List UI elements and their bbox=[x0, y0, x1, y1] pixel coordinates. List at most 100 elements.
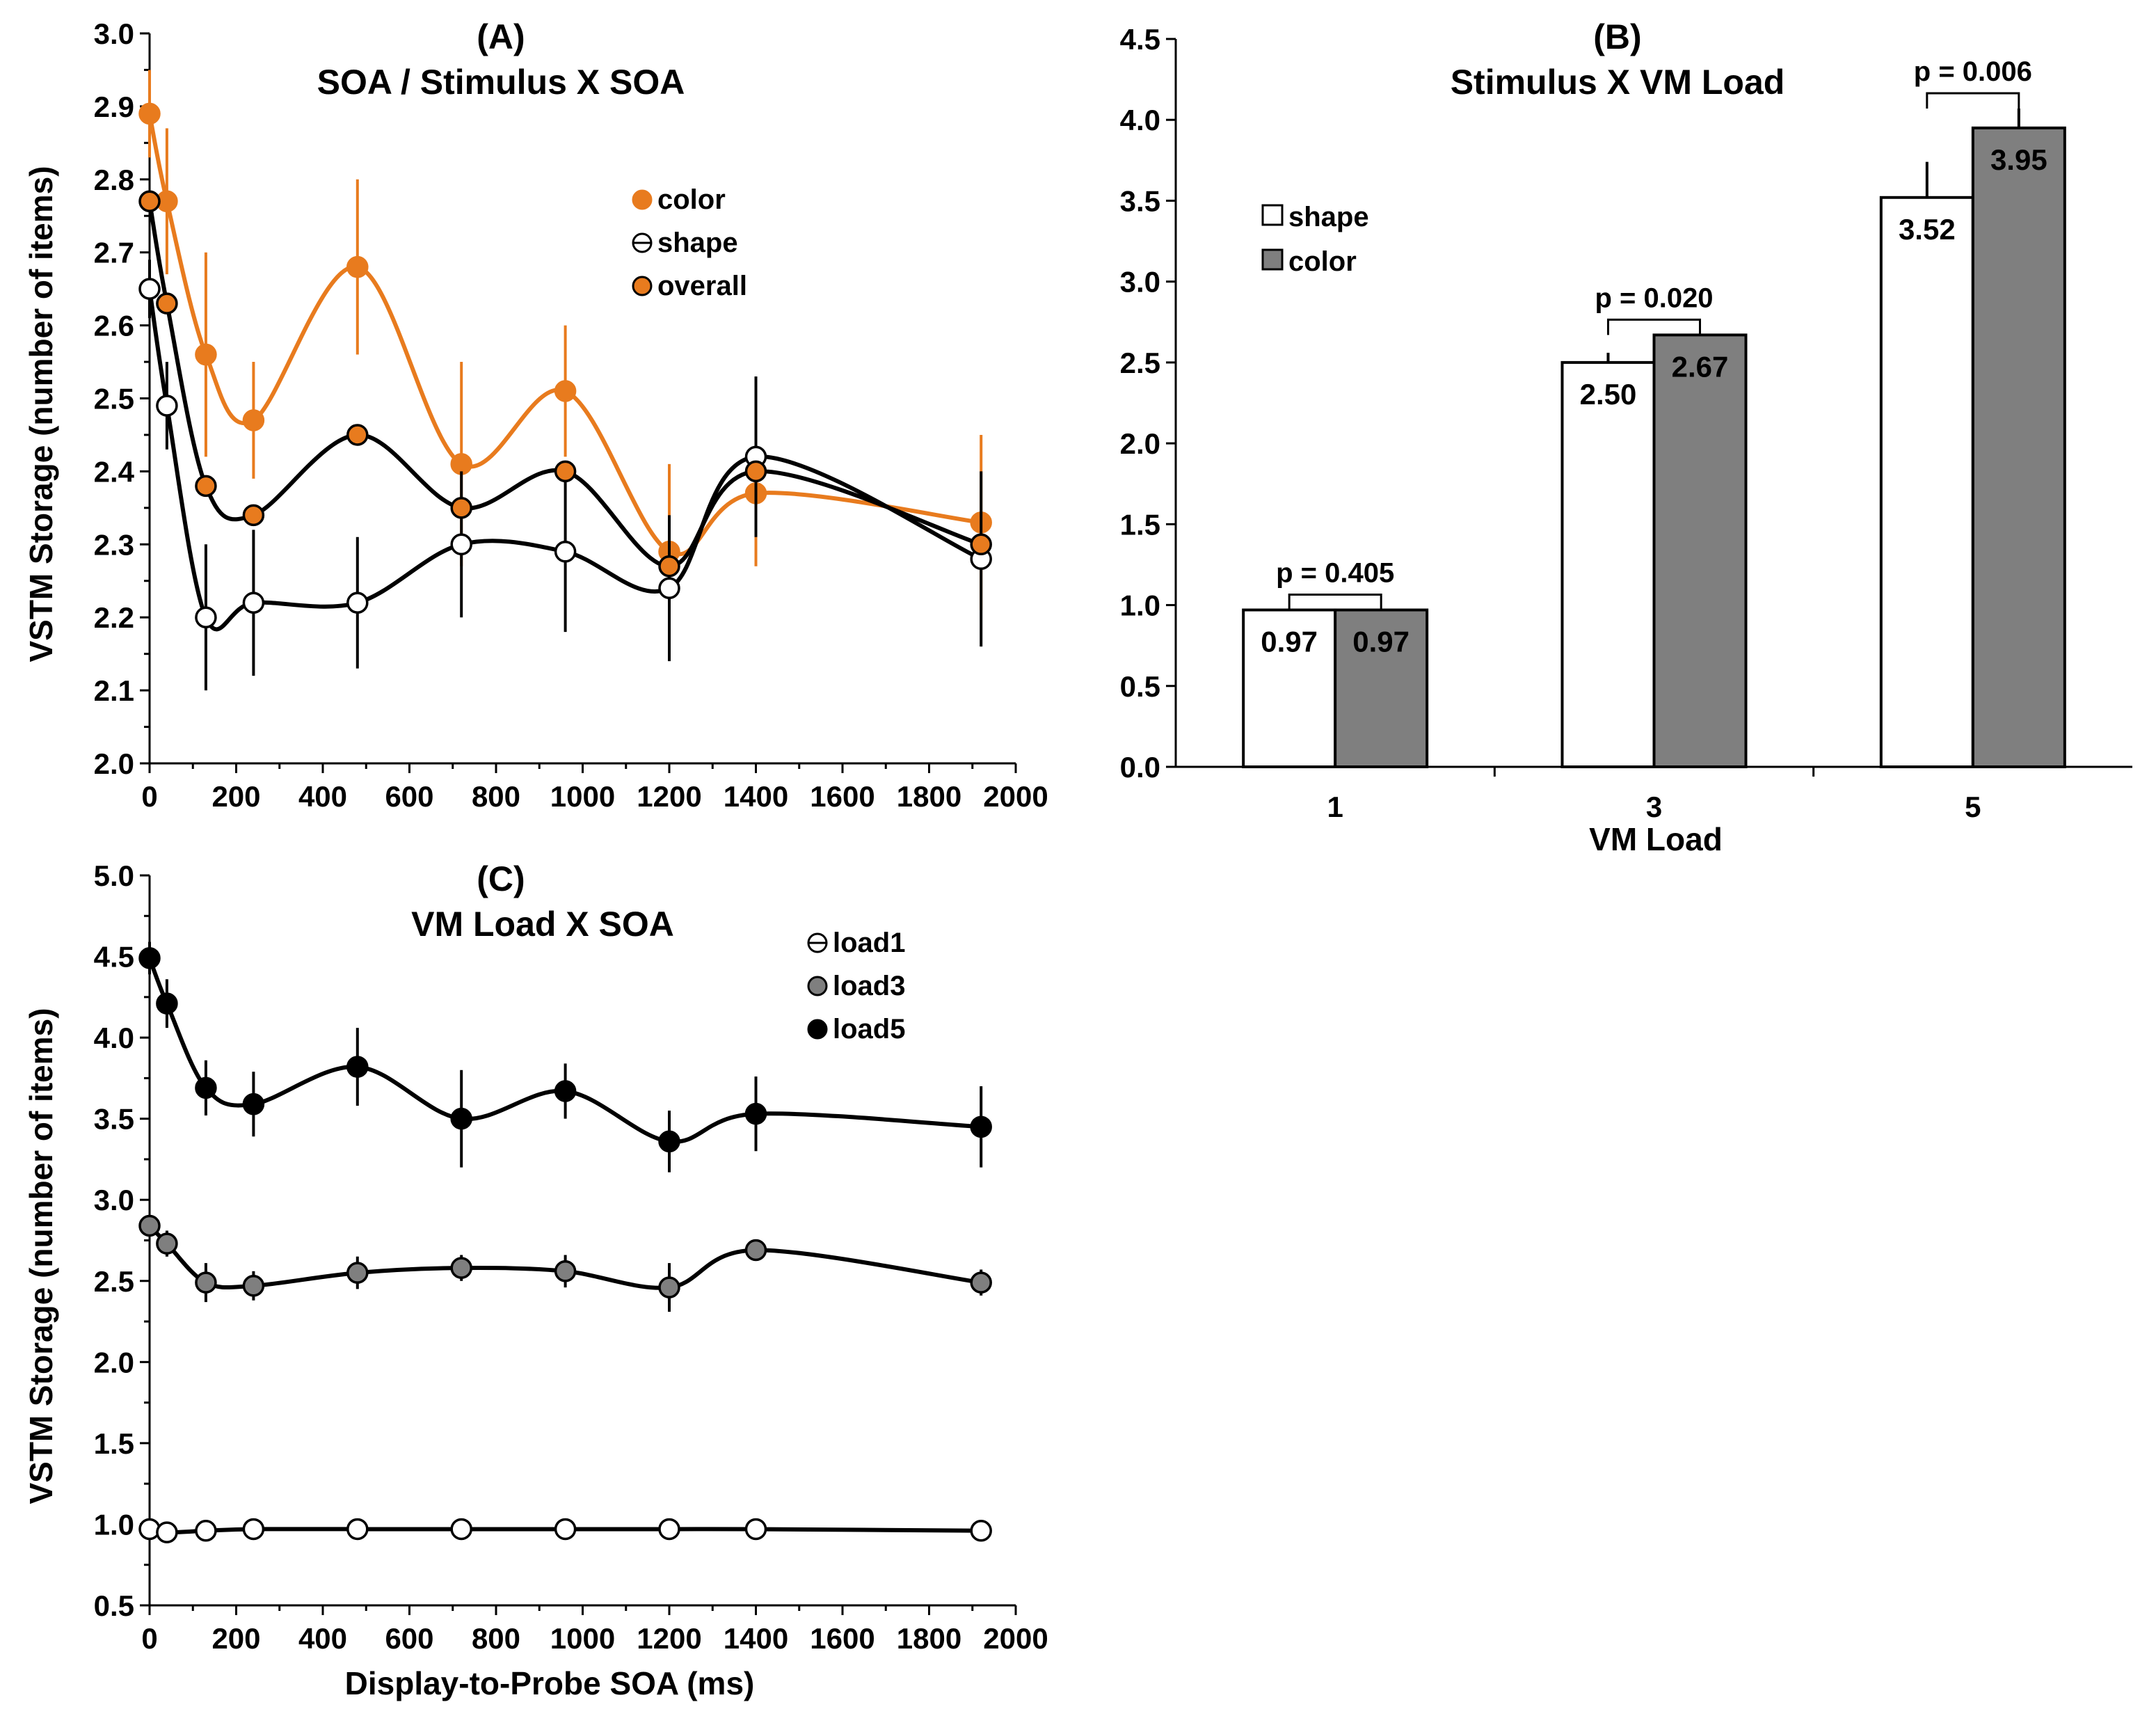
panel-a-y-tick-label: 2.0 bbox=[94, 747, 134, 780]
panel-a-series-line-color bbox=[147, 113, 982, 557]
panel-b-x-tick-label: 1 bbox=[1327, 791, 1343, 823]
panel-a-legend-label-overall: overall bbox=[657, 271, 747, 301]
panel-b-title: (B) bbox=[1593, 17, 1641, 56]
panel-a-y-tick-label: 2.8 bbox=[94, 164, 134, 196]
panel-c-point-load5 bbox=[744, 1102, 767, 1125]
panel-c-point-load5 bbox=[658, 1130, 680, 1153]
panel-c-x-tick-label: 0 bbox=[141, 1622, 157, 1655]
panel-c-point-load1 bbox=[156, 1521, 178, 1543]
panel-a-x-tick-label: 200 bbox=[211, 780, 260, 813]
panel-a-y-tick-label: 2.3 bbox=[94, 528, 134, 561]
panel-a-x-tick-label: 0 bbox=[141, 780, 157, 813]
panel-c-point-load5 bbox=[450, 1107, 472, 1130]
panel-c-y-tick-label: 5.0 bbox=[94, 859, 134, 892]
panel-c-point-load3 bbox=[554, 1260, 577, 1282]
panel-a-point-shape bbox=[242, 591, 265, 614]
panel-b-bar-label-color: 3.95 bbox=[1990, 143, 2047, 176]
panel-a-point-shape bbox=[658, 577, 680, 599]
panel-c-y-axis-label: VSTM Storage (number of items) bbox=[23, 1008, 59, 1504]
panel-a-legend-marker-color bbox=[632, 189, 653, 210]
panel-a-x-tick-label: 1800 bbox=[897, 780, 961, 813]
panel-b-y-tick-label: 1.5 bbox=[1120, 508, 1160, 541]
panel-a-point-overall bbox=[242, 504, 265, 527]
panel-c-point-load3 bbox=[744, 1239, 767, 1262]
panel-b-bar-color bbox=[1652, 333, 1748, 768]
panel-c-x-axis-label: Display-to-Probe SOA (ms) bbox=[345, 1665, 755, 1701]
panel-c-point-load3 bbox=[195, 1271, 217, 1294]
panel-c-point-load1 bbox=[744, 1518, 767, 1541]
panel-b-x-axis-label: VM Load bbox=[1589, 821, 1723, 857]
panel-a-x-tick-label: 800 bbox=[472, 780, 520, 813]
panel-c-legend-label-load3: load3 bbox=[833, 971, 905, 1001]
panel-c-point-load1 bbox=[658, 1518, 680, 1541]
panel-a-y-tick-label: 3.0 bbox=[94, 17, 134, 50]
panel-a-legend-label-shape: shape bbox=[657, 228, 738, 258]
panel-c-legend-marker-load5 bbox=[807, 1019, 828, 1040]
panel-a-x-tick-label: 1200 bbox=[637, 780, 701, 813]
panel-c-x-tick-label: 200 bbox=[211, 1622, 260, 1655]
panel-b-y-tick-label: 4.5 bbox=[1120, 23, 1160, 56]
panel-b-legend-swatch-color bbox=[1261, 248, 1284, 271]
panel-c-y-tick-label: 4.0 bbox=[94, 1022, 134, 1054]
panel-c-plot: 0.5 1.0 1.5 2.0 2.5 3.0 3.5 4.0 4.5 5.0 0 200 400 600… bbox=[94, 859, 1048, 1655]
panel-a-point-shape bbox=[156, 395, 178, 417]
panel-a-point-color bbox=[346, 255, 369, 278]
panel-a-point-shape bbox=[346, 591, 369, 614]
panel-b-p-value: p = 0.006 bbox=[1914, 56, 2032, 87]
panel-a-y-tick-label: 2.1 bbox=[94, 674, 134, 707]
panel-a-y-tick-label: 2.2 bbox=[94, 601, 134, 634]
panel-a-legend-label-color: color bbox=[657, 184, 726, 215]
panel-a-point-shape bbox=[138, 278, 161, 300]
panel-c-point-load1 bbox=[195, 1520, 217, 1542]
panel-a-point-overall bbox=[554, 460, 577, 483]
panel-a-point-shape bbox=[195, 606, 217, 628]
panel-a-y-tick-label: 2.6 bbox=[94, 310, 134, 342]
panel-a-point-color bbox=[195, 343, 217, 366]
panel-b-p-value: p = 0.020 bbox=[1595, 283, 1713, 313]
panel-b-bar-shape bbox=[1879, 196, 1974, 769]
panel-b-legend: shape color bbox=[1261, 202, 1369, 277]
panel-b-legend-label-color: color bbox=[1288, 246, 1357, 277]
panel-b-y-tick-label: 1.0 bbox=[1120, 589, 1160, 622]
panel-b-p-bracket bbox=[1607, 318, 1701, 335]
panel-c-point-load5 bbox=[195, 1077, 217, 1099]
panel-c-point-load3 bbox=[242, 1275, 265, 1297]
panel-c-x-tick-label: 2000 bbox=[983, 1622, 1048, 1655]
panel-c-y-tick-label: 1.0 bbox=[94, 1508, 134, 1541]
panel-a-title: (A) bbox=[477, 17, 525, 56]
panel-c-point-load3 bbox=[138, 1214, 161, 1237]
panel-c-y-tick-label: 3.5 bbox=[94, 1103, 134, 1136]
panel-b-legend-label-shape: shape bbox=[1288, 202, 1369, 232]
panel-c-x-tick-label: 1000 bbox=[550, 1622, 615, 1655]
panel-c-legend-marker-load3 bbox=[807, 976, 828, 996]
panel-c-point-load5 bbox=[242, 1093, 265, 1115]
panel-b-bar-label-color: 2.67 bbox=[1672, 350, 1729, 383]
panel-a: (A) SOA / Stimulus X SOA VSTM Storage (n… bbox=[23, 17, 685, 662]
panel-b-bar-label-shape: 2.50 bbox=[1580, 378, 1637, 411]
panel-a-y-tick-label: 2.5 bbox=[94, 383, 134, 415]
panel-c: (C) VM Load X SOA VSTM Storage (number o… bbox=[23, 859, 754, 1701]
panel-c-point-load1 bbox=[450, 1518, 472, 1541]
panel-c-point-load5 bbox=[346, 1056, 369, 1078]
panel-a-point-overall bbox=[138, 190, 161, 213]
panel-c-point-load1 bbox=[554, 1518, 577, 1541]
panel-b-bar-color bbox=[1334, 608, 1429, 768]
panel-b-bar-label-shape: 3.52 bbox=[1899, 213, 1956, 246]
panel-c-x-tick-label: 1800 bbox=[897, 1622, 961, 1655]
panel-c-x-tick-label: 1400 bbox=[724, 1622, 788, 1655]
panel-b-y-tick-label: 2.0 bbox=[1120, 427, 1160, 460]
panel-a-point-overall bbox=[450, 497, 472, 519]
panel-b-y-tick-label: 3.0 bbox=[1120, 266, 1160, 299]
panel-c-y-tick-label: 2.0 bbox=[94, 1346, 134, 1379]
panel-c-y-tick-label: 4.5 bbox=[94, 941, 134, 974]
panel-c-legend-label-load5: load5 bbox=[833, 1014, 905, 1044]
panel-c-point-load3 bbox=[450, 1257, 472, 1279]
panel-a-series-line-overall bbox=[147, 200, 982, 569]
panel-a-x-tick-label: 1400 bbox=[724, 780, 788, 813]
panel-c-point-load5 bbox=[554, 1080, 577, 1102]
panel-c-legend-label-load1: load1 bbox=[833, 928, 905, 958]
panel-c-point-load5 bbox=[970, 1115, 992, 1138]
panel-c-subtitle: VM Load X SOA bbox=[411, 905, 674, 944]
panel-a-point-overall bbox=[658, 555, 680, 578]
